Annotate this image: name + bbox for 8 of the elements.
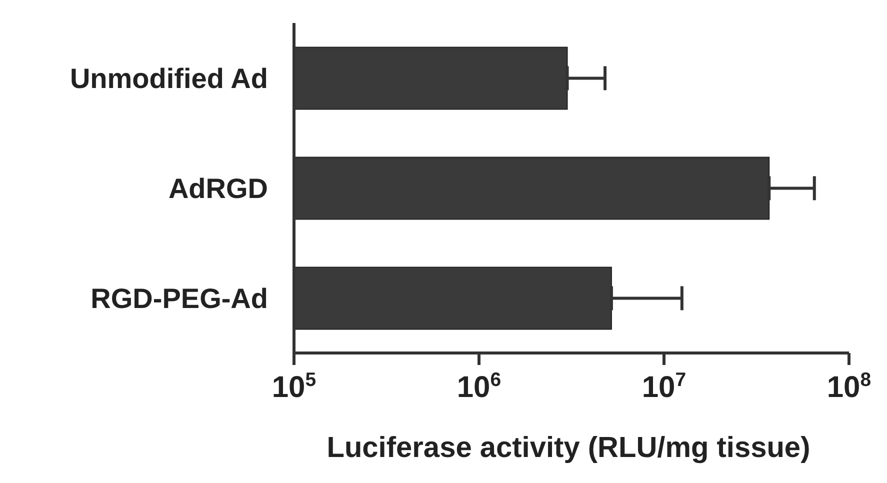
x-tick-label: 10$^{5}$ — [272, 369, 316, 404]
x-tick-label: 10$^{8}$ — [826, 369, 872, 404]
y-tick-label: RGD-PEG-Ad — [90, 283, 268, 314]
x-axis-title: Luciferase activity (RLU/mg tissue) — [326, 432, 812, 465]
x-tick-label: 10$^{7}$ — [642, 369, 686, 404]
x-tick-label: 10$^{6}$ — [456, 369, 502, 404]
y-tick-label: AdRGD — [168, 173, 268, 204]
y-tick-label: Unmodified Ad — [70, 63, 268, 94]
